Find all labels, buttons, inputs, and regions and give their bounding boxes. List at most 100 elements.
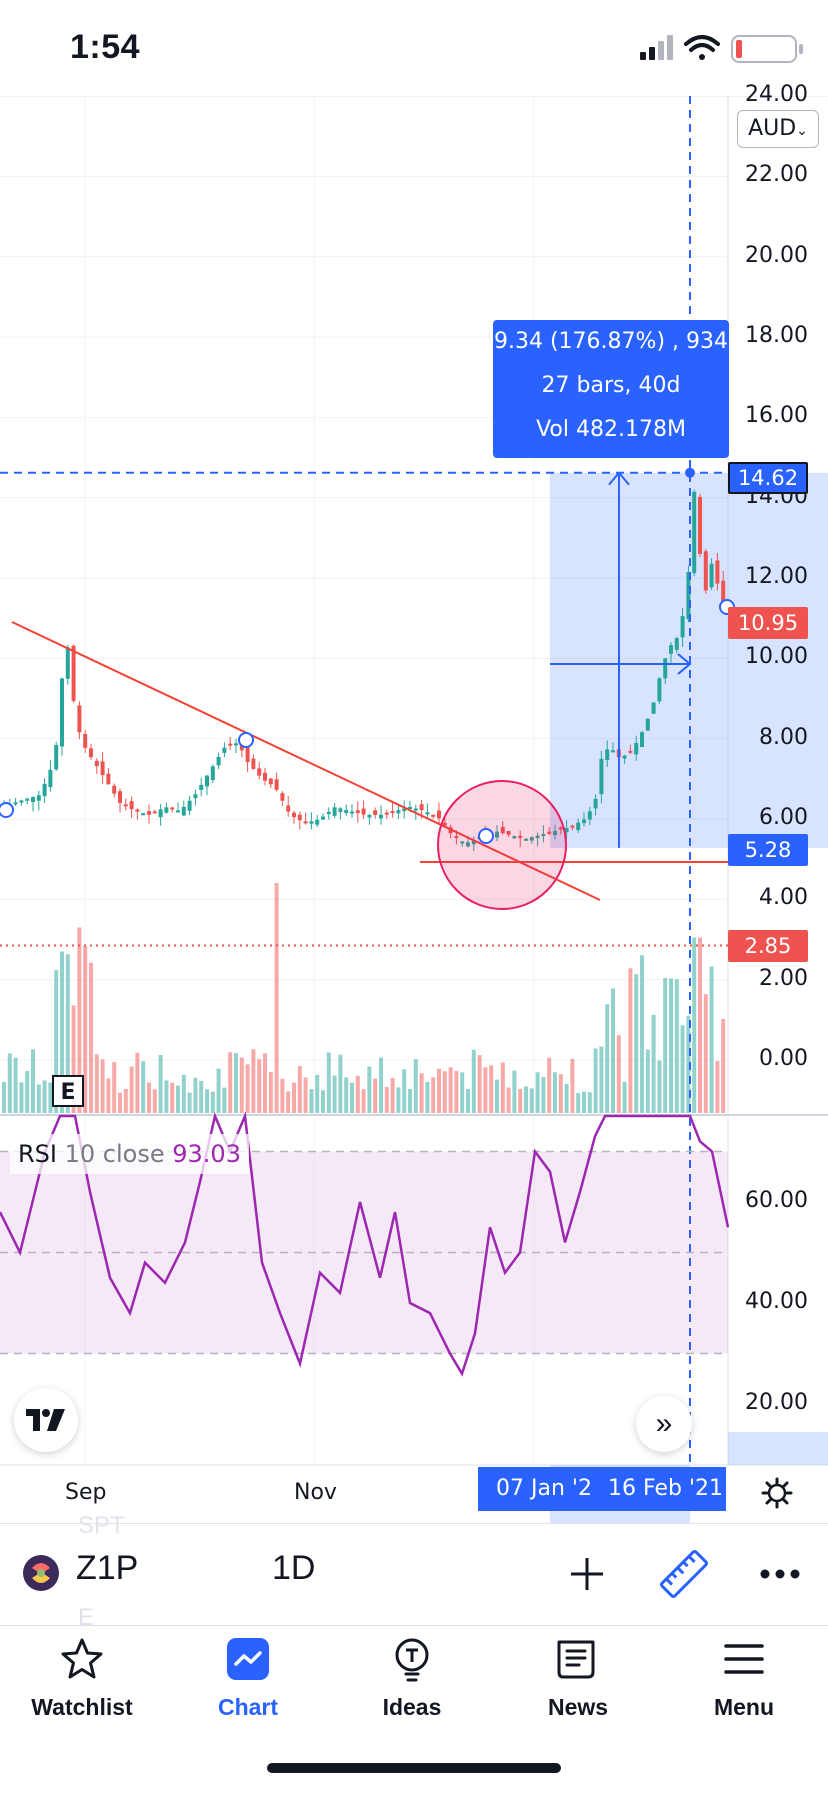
candle-body [31,797,35,803]
volume-bar [228,1052,233,1113]
interval-button[interactable]: 1D [272,1549,316,1587]
volume-bar [373,1078,378,1113]
candle-body [42,783,47,797]
volume-bar [245,1064,250,1113]
ruler-icon[interactable] [658,1548,710,1600]
more-icon[interactable] [759,1566,801,1582]
volume-bar [123,1088,128,1113]
price-tick: 22.00 [745,162,808,188]
candle-body [193,794,198,799]
candle-body [611,750,615,753]
candle-body [373,810,378,815]
candle-body [257,768,262,776]
candle-body [593,798,598,809]
volume-bar [686,1016,691,1113]
volume-bar [396,1087,401,1113]
faded-text-top: SPT [78,1512,125,1539]
earnings-marker[interactable]: E [52,1075,84,1107]
volume-bar [170,1082,175,1113]
chart-canvas[interactable] [0,96,828,1523]
volume-bar [135,1052,140,1113]
volume-bar [402,1069,407,1113]
volume-bar [326,1052,331,1113]
price-tick: 20.00 [745,242,808,268]
candle-body [460,841,465,844]
volume-bar [205,1089,209,1113]
volume-bar [100,1059,105,1113]
rsi-legend[interactable]: RSI 10 close 93.03 [10,1134,249,1174]
candle-body [628,750,633,753]
candle-body [582,819,586,824]
nav-menu[interactable]: Menu [674,1636,814,1726]
volume-bar [36,1084,41,1113]
volume-bar [367,1066,372,1113]
lightbulb-icon [395,1638,429,1682]
plus-icon[interactable] [567,1554,607,1594]
nav-chart[interactable]: Chart [178,1636,318,1726]
volume-bar [431,1077,436,1113]
volume-bar [408,1089,412,1113]
candle-body [228,743,233,746]
volume-bar [587,1092,592,1113]
price-tick: 6.00 [759,805,808,830]
volume-bar [60,951,64,1113]
candle-body [634,742,639,755]
currency-label: AUD [748,116,797,141]
nav-news[interactable]: News [508,1636,648,1726]
volume-bar [187,1092,192,1113]
volume-bar [384,1087,389,1113]
volume-bar [616,1035,621,1113]
volume-bar [500,1062,505,1113]
rsi-tick: 60.00 [745,1188,808,1213]
candle-body [234,743,238,746]
volume-bar [448,1067,453,1113]
volume-bar [692,937,697,1113]
scroll-to-realtime-button[interactable]: » [636,1396,692,1452]
volume-bar [506,1087,511,1113]
nav-chart-label: Chart [217,1694,279,1720]
symbol-button[interactable] [22,1550,222,1596]
candle-body [152,811,157,814]
candle-body [500,827,505,834]
nav-watchlist-label: Watchlist [31,1694,133,1720]
volume-bar [263,1053,267,1113]
currency-select[interactable]: AUD⌄ [737,110,819,148]
candle-body [181,806,186,816]
rsi-tick: 40.00 [745,1289,808,1314]
candle-body [164,807,169,813]
candle-body [384,812,389,815]
candle-body [118,791,122,803]
volume-bar [89,962,93,1113]
volume-bar [54,970,59,1113]
volume-bar [268,1071,273,1113]
candle-body [297,814,302,821]
volume-bar [553,1072,557,1113]
volume-bar [419,1073,424,1113]
candle-body [657,678,662,702]
candle-body [599,758,604,795]
candle-body [344,809,349,814]
symbol-label[interactable]: Z1P [76,1549,139,1587]
candle-body [83,733,88,748]
nav-watchlist[interactable]: Watchlist [12,1636,152,1726]
candle-body [245,746,250,762]
rsi-tick: 20.00 [745,1390,808,1415]
candle-body [367,814,372,818]
measure-axis-highlight [728,472,828,848]
volume-bar [309,1089,314,1113]
candle-body [622,755,627,759]
price-tick: 0.00 [759,1046,808,1071]
candle-body [390,811,395,814]
volume-bar [582,1091,586,1113]
volume-bar [239,1057,244,1113]
settings-gear-icon[interactable] [761,1477,793,1509]
status-icons [640,35,803,63]
candle-body [408,806,412,809]
candle-body [141,813,146,816]
tradingview-logo-button[interactable] [14,1388,78,1452]
nav-ideas[interactable]: Ideas [342,1636,482,1726]
candle-body [425,812,430,815]
highlight-circle [437,780,567,910]
volume-bar [42,1080,47,1113]
volume-bar [210,1091,215,1113]
